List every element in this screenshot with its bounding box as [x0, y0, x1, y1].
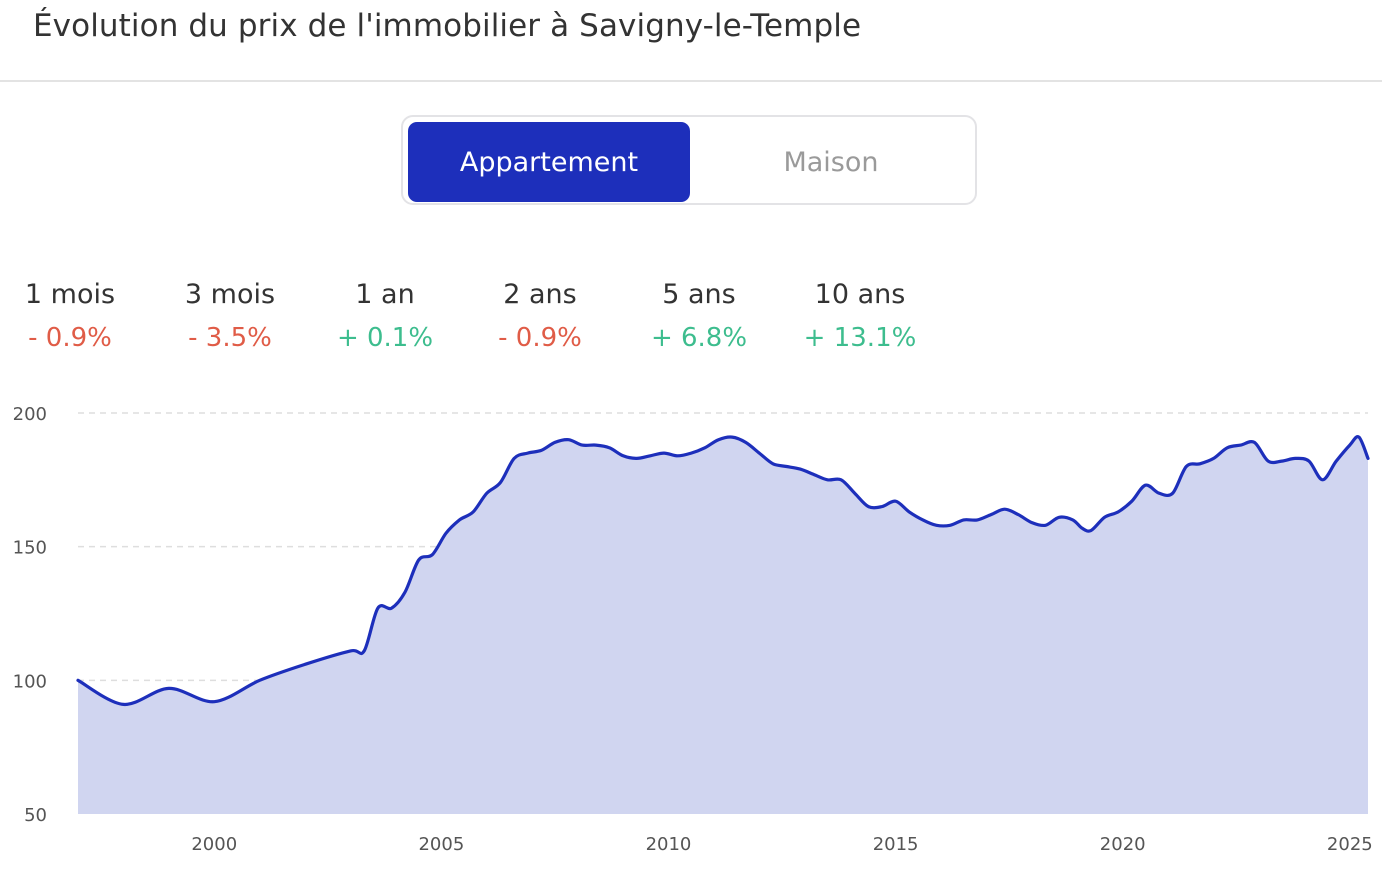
x-tick-label: 2025	[1327, 834, 1373, 855]
price-change-stats: 1 mois - 0.9% 3 mois - 3.5% 1 an + 0.1% …	[0, 275, 960, 365]
series-line	[76, 435, 1370, 707]
x-tick-label: 2005	[418, 834, 464, 855]
property-type-toggle: Appartement Maison	[401, 115, 977, 205]
x-tick-label: 2010	[646, 834, 692, 855]
stat-label: 10 ans	[814, 279, 906, 310]
stat-value: + 6.8%	[650, 323, 748, 353]
x-tick-label: 2000	[191, 834, 237, 855]
stat-label: 3 mois	[184, 279, 276, 310]
stat-value: + 0.1%	[336, 323, 434, 353]
x-tick-label: 2020	[1100, 834, 1146, 855]
stat-1-mois: 1 mois - 0.9%	[0, 275, 140, 361]
x-tick-label: 2015	[873, 834, 919, 855]
stat-label: 2 ans	[503, 279, 577, 310]
y-tick-label: 100	[13, 671, 47, 692]
stat-value: - 0.9%	[28, 323, 112, 353]
title-divider	[0, 80, 1382, 82]
page-title: Évolution du prix de l'immobilier à Savi…	[33, 8, 862, 44]
appartement-tab[interactable]: Appartement	[408, 122, 690, 202]
stat-label: 5 ans	[662, 279, 736, 310]
stat-value: + 13.1%	[803, 323, 917, 353]
series-area	[78, 436, 1368, 814]
y-tick-label: 200	[13, 404, 47, 425]
stat-2-ans: 2 ans - 0.9%	[470, 275, 610, 361]
stat-5-ans: 5 ans + 6.8%	[629, 275, 769, 361]
maison-tab[interactable]: Maison	[783, 146, 879, 178]
stat-label: 1 an	[355, 279, 415, 310]
stat-3-mois: 3 mois - 3.5%	[160, 275, 300, 361]
stat-10-ans: 10 ans + 13.1%	[790, 275, 930, 361]
stat-value: - 0.9%	[498, 323, 582, 353]
y-tick-label: 150	[13, 538, 47, 559]
stat-value: - 3.5%	[188, 323, 272, 353]
stat-1-an: 1 an + 0.1%	[315, 275, 455, 361]
stat-label: 1 mois	[24, 279, 116, 310]
y-tick-label: 50	[24, 805, 47, 826]
